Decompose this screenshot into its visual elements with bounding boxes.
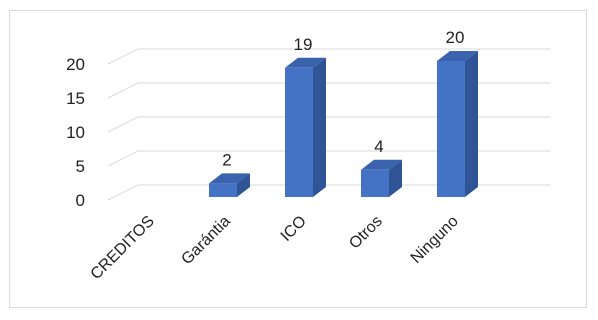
gridline (107, 150, 550, 167)
bar-side (237, 173, 250, 197)
gridline (107, 184, 550, 201)
category-label: Garántia (178, 213, 233, 268)
bar-top (361, 159, 402, 170)
y-tick-label: 15 (66, 89, 85, 108)
bar-side (313, 57, 326, 197)
bar-top (285, 57, 326, 68)
gridline (107, 82, 550, 99)
data-label: 4 (374, 137, 383, 156)
bar (209, 183, 237, 197)
y-tick-label: 5 (76, 157, 85, 176)
category-label: Ninguno (408, 213, 462, 267)
bar (361, 169, 389, 197)
bar-top (209, 173, 250, 184)
category-label: CREDITOS (88, 213, 158, 283)
bar-side (465, 51, 478, 197)
bar (437, 61, 465, 197)
bar-top (437, 51, 478, 61)
category-label: ICO (278, 213, 310, 245)
category-label: Otros (346, 213, 386, 253)
data-label: 19 (294, 35, 313, 54)
gridline (107, 116, 550, 133)
y-tick-label: 10 (66, 123, 85, 142)
y-tick-label: 0 (76, 191, 85, 210)
y-tick-label: 20 (66, 55, 85, 74)
gridline (107, 48, 550, 65)
data-label: 20 (446, 28, 465, 47)
bar-side (389, 159, 402, 197)
data-label: 2 (222, 150, 231, 169)
bar (285, 67, 313, 197)
